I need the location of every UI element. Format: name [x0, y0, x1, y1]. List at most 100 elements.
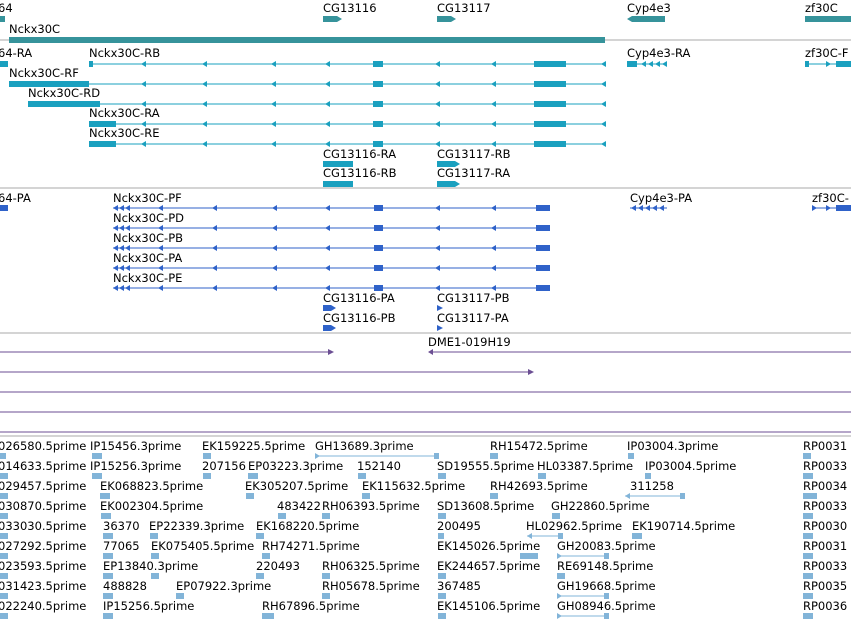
transcript-feature[interactable]: zf30C-F [805, 46, 851, 67]
protein-feature[interactable]: CG13117-PB [437, 291, 510, 311]
est-label[interactable]: RP0031 [803, 539, 847, 553]
gene-feature[interactable]: CG13116 [323, 1, 377, 22]
protein-feature[interactable]: 64-PA [0, 191, 31, 211]
est-label[interactable]: RP0033 [803, 499, 847, 513]
clone-feature[interactable]: DME1-019H19 [428, 335, 851, 355]
est-label[interactable]: 014633.5prime [0, 459, 86, 473]
est-label[interactable]: RP0033 [803, 559, 847, 573]
transcript-feature[interactable]: CG13117-RB [437, 147, 511, 167]
transcript-feature[interactable]: CG13117-RA [437, 166, 510, 187]
est-label[interactable]: 027292.5prime [0, 539, 86, 553]
est-label[interactable]: EK002304.5prime [100, 499, 203, 513]
est-label[interactable]: 220493 [256, 559, 300, 573]
est-label[interactable]: 031423.5prime [0, 579, 86, 593]
transcript-feature[interactable]: 64-RA [0, 46, 32, 67]
est-label[interactable]: EP07922.3prime [176, 579, 271, 593]
protein-feature[interactable]: Nckx30C-PF [113, 191, 550, 211]
est-label[interactable]: EK068823.5prime [100, 479, 203, 493]
gene-feature[interactable]: 64 [0, 1, 13, 22]
gene-feature[interactable]: CG13117 [437, 1, 491, 22]
est-label[interactable]: 36370 [103, 519, 140, 533]
protein-feature[interactable]: CG13116-PA [323, 291, 395, 311]
est-label[interactable]: EK075405.5prime [151, 539, 254, 553]
transcript-feature[interactable]: Nckx30C-RB [89, 46, 606, 67]
transcript-feature[interactable]: CG13116-RA [323, 147, 396, 167]
est-label[interactable]: 033030.5prime [0, 519, 86, 533]
est-label[interactable]: EP22339.3prime [149, 519, 244, 533]
est-label[interactable]: RP0035 [803, 579, 847, 593]
est-label[interactable]: EP13840.3prime [103, 559, 198, 573]
transcript-feature[interactable]: Cyp4e3-RA [627, 46, 691, 67]
gene-feature[interactable]: Nckx30C [9, 22, 605, 43]
est-label[interactable]: 207156 [202, 459, 246, 473]
est-label[interactable]: 026580.5prime [0, 439, 86, 453]
gene-feature[interactable]: Cyp4e3 [627, 1, 671, 22]
est-label[interactable]: 488828 [103, 579, 147, 593]
est-label[interactable]: RP0031 [803, 439, 847, 453]
est-label[interactable]: 311258 [630, 479, 674, 493]
est-label[interactable]: HL02962.5prime [526, 519, 622, 533]
protein-feature[interactable]: Nckx30C-PB [113, 231, 550, 251]
est-label[interactable]: EK115632.5prime [362, 479, 465, 493]
est-label[interactable]: 023593.5prime [0, 559, 86, 573]
est-label[interactable]: 030870.5prime [0, 499, 86, 513]
est-label[interactable]: IP03004.3prime [627, 439, 718, 453]
est-label[interactable]: 029457.5prime [0, 479, 86, 493]
est-label[interactable]: EK305207.5prime [245, 479, 348, 493]
exon [89, 121, 116, 127]
est-label[interactable]: 022240.5prime [0, 599, 86, 613]
gene-feature[interactable]: zf30C [805, 1, 851, 22]
est-label[interactable]: GH19668.5prime [557, 579, 656, 593]
est-label[interactable]: EK168220.5prime [256, 519, 359, 533]
est-label[interactable]: EK145026.5prime [437, 539, 540, 553]
clone-feature[interactable] [0, 369, 534, 375]
est-label[interactable]: 200495 [437, 519, 481, 533]
transcript-feature[interactable]: Nckx30C-RA [89, 106, 606, 127]
est-label[interactable]: EK145106.5prime [437, 599, 540, 613]
est-label[interactable]: RH06393.5prime [322, 499, 420, 513]
est-label[interactable]: HL03387.5prime [537, 459, 633, 473]
est-label[interactable]: IP15256.3prime [90, 459, 181, 473]
est-label[interactable]: 152140 [357, 459, 401, 473]
protein-feature[interactable]: CG13116-PB [323, 311, 396, 331]
est-label[interactable]: 77065 [103, 539, 140, 553]
protein-feature[interactable]: Nckx30C-PD [113, 211, 550, 231]
est-label[interactable]: RP0034 [803, 479, 847, 493]
est-label[interactable]: GH20083.5prime [557, 539, 656, 553]
transcript-feature[interactable]: Nckx30C-RF [9, 66, 606, 87]
est-label[interactable]: SD19555.5prime [437, 459, 534, 473]
est-label[interactable]: IP15256.5prime [103, 599, 194, 613]
protein-feature[interactable]: Cyp4e3-PA [630, 191, 692, 211]
clone-feature[interactable] [0, 349, 334, 355]
protein-feature[interactable]: CG13117-PA [437, 311, 509, 331]
transcript-feature[interactable]: CG13116-RB [323, 166, 397, 187]
est-marks [0, 453, 811, 459]
est-label[interactable]: EK244657.5prime [437, 559, 540, 573]
est-label[interactable]: 483422 [277, 499, 321, 513]
est-label[interactable]: GH08946.5prime [557, 599, 656, 613]
est-label[interactable]: RH67896.5prime [262, 599, 360, 613]
est-label[interactable]: 367485 [437, 579, 481, 593]
est-label[interactable]: EK190714.5prime [632, 519, 735, 533]
est-label[interactable]: RE69148.5prime [557, 559, 653, 573]
protein-feature[interactable]: Nckx30C-PE [113, 271, 550, 291]
est-label[interactable]: RH42693.5prime [490, 479, 588, 493]
est-label[interactable]: GH22860.5prime [551, 499, 650, 513]
est-label[interactable]: RH05678.5prime [322, 579, 420, 593]
est-label[interactable]: RH74271.5prime [262, 539, 360, 553]
est-label[interactable]: IP03004.5prime [645, 459, 736, 473]
transcript-feature[interactable]: Nckx30C-RD [28, 86, 606, 107]
est-label[interactable]: EK159225.5prime [202, 439, 305, 453]
protein-feature[interactable]: Nckx30C-PA [113, 251, 550, 271]
protein-feature[interactable]: zf30C- [812, 191, 851, 211]
est-label[interactable]: IP15456.3prime [90, 439, 181, 453]
est-label[interactable]: RP0036 [803, 599, 847, 613]
est-label[interactable]: RH06325.5prime [322, 559, 420, 573]
est-label[interactable]: GH13689.3prime [315, 439, 414, 453]
est-label[interactable]: EP03223.3prime [248, 459, 343, 473]
est-label[interactable]: RH15472.5prime [490, 439, 588, 453]
est-label[interactable]: RP0030 [803, 519, 847, 533]
transcript-feature[interactable]: Nckx30C-RE [89, 126, 606, 147]
est-label[interactable]: SD13608.5prime [437, 499, 534, 513]
est-label[interactable]: RP0033 [803, 459, 847, 473]
